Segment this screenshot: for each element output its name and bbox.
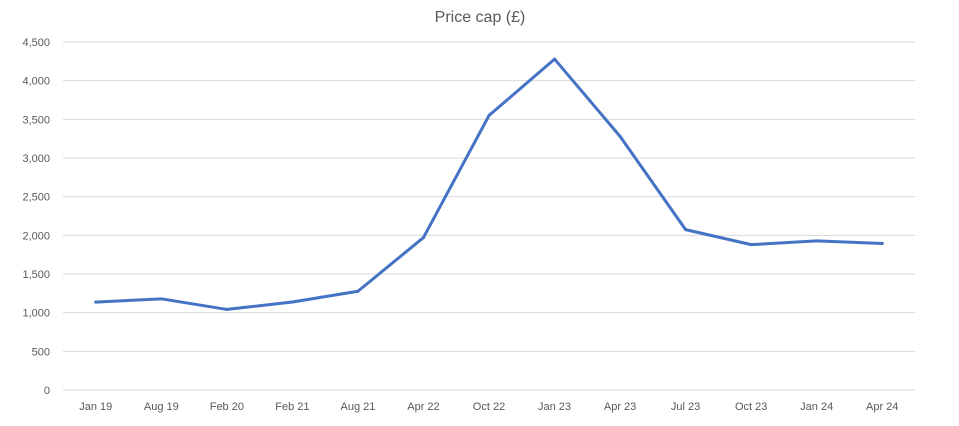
data-point: [749, 243, 753, 247]
x-tick-label: Apr 22: [407, 401, 439, 413]
x-tick-label: Jan 19: [79, 401, 112, 413]
y-tick-label: 1,000: [22, 308, 50, 320]
x-tick-label: Oct 22: [473, 401, 505, 413]
x-tick-label: Jan 23: [538, 401, 571, 413]
data-point: [159, 297, 163, 301]
y-tick-label: 3,000: [22, 153, 50, 165]
data-point: [421, 236, 425, 240]
x-tick-label: Jan 24: [800, 401, 833, 413]
data-point: [815, 239, 819, 243]
x-tick-label: Aug 21: [340, 401, 375, 413]
x-tick-label: Apr 24: [866, 401, 898, 413]
y-tick-label: 2,500: [22, 192, 50, 204]
x-tick-label: Aug 19: [144, 401, 179, 413]
x-tick-label: Feb 21: [275, 401, 309, 413]
data-point: [553, 57, 557, 61]
y-tick-label: 500: [32, 346, 50, 358]
x-tick-label: Oct 23: [735, 401, 767, 413]
y-tick-label: 2,000: [22, 230, 50, 242]
y-tick-label: 4,000: [22, 76, 50, 88]
y-tick-label: 3,500: [22, 114, 50, 126]
y-tick-label: 0: [44, 385, 50, 397]
data-point: [880, 241, 884, 245]
x-tick-label: Jul 23: [671, 401, 700, 413]
chart-title: Price cap (£): [435, 9, 526, 26]
data-point: [225, 307, 229, 311]
y-tick-label: 4,500: [22, 37, 50, 49]
series-line: [94, 57, 884, 311]
data-point: [684, 228, 688, 232]
data-point: [487, 114, 491, 118]
data-point: [356, 289, 360, 293]
data-point: [94, 300, 98, 304]
data-point: [290, 300, 294, 304]
data-point: [618, 134, 622, 138]
x-tick-label: Feb 20: [210, 401, 244, 413]
x-tick-label: Apr 23: [604, 401, 636, 413]
y-tick-label: 1,500: [22, 269, 50, 281]
